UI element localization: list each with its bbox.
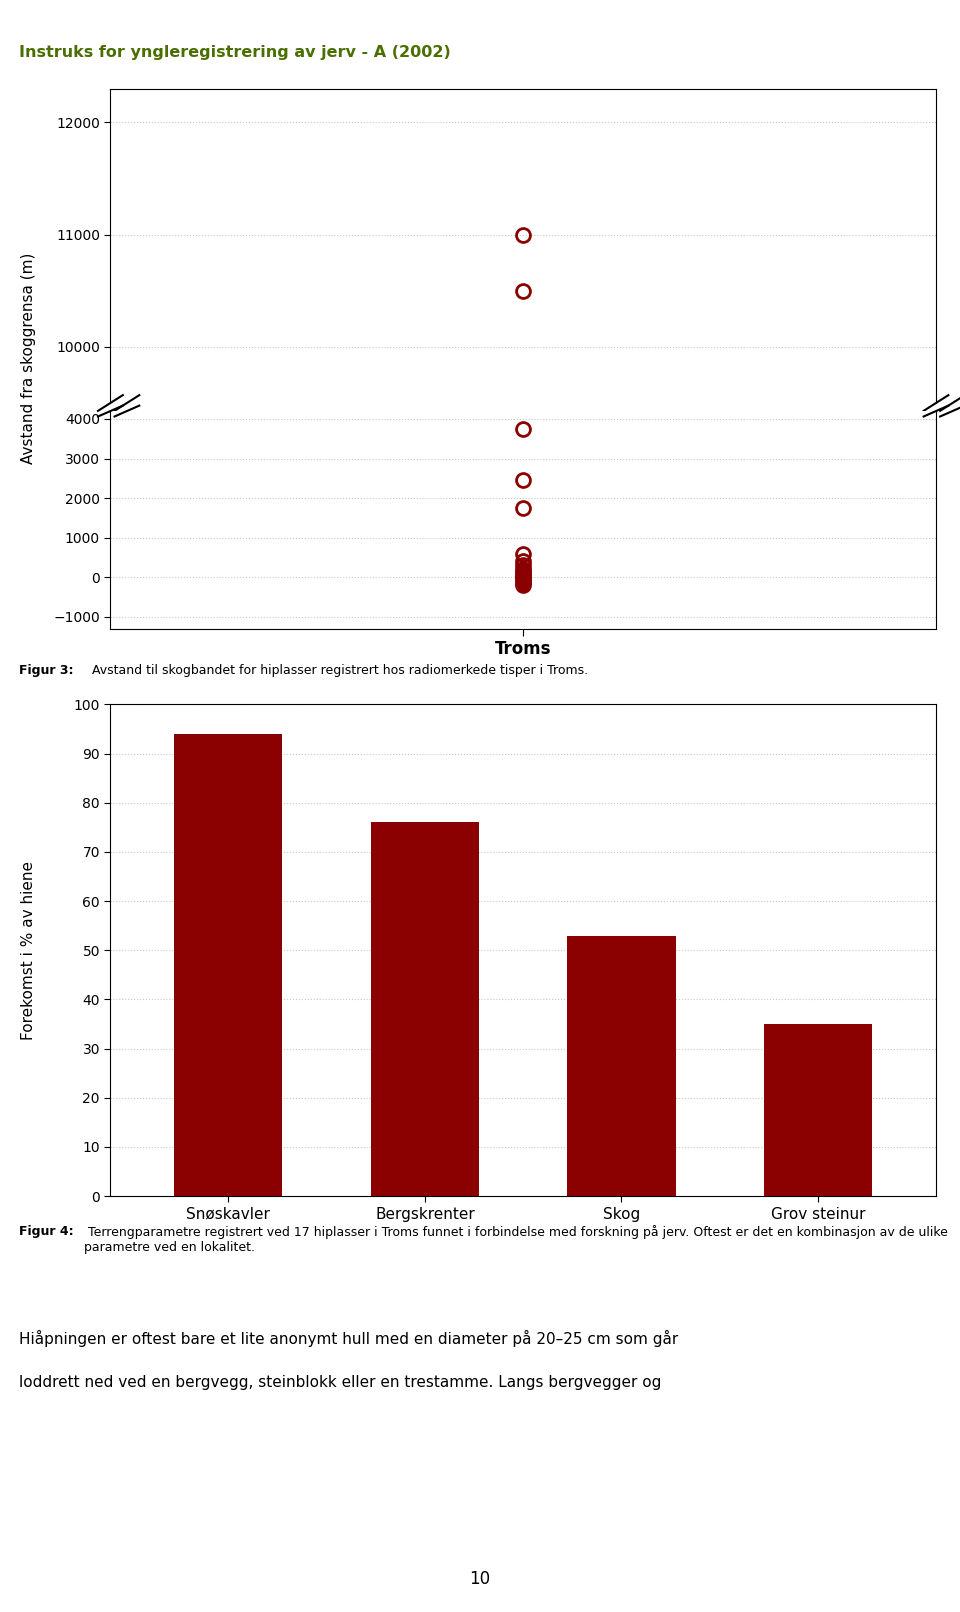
Text: Forekomst i % av hiene: Forekomst i % av hiene: [21, 861, 36, 1040]
Text: 10: 10: [469, 1570, 491, 1588]
Text: Avstand fra skoggrensa (m): Avstand fra skoggrensa (m): [21, 253, 36, 464]
Text: loddrett ned ved en bergvegg, steinblokk eller en trestamme. Langs bergvegger og: loddrett ned ved en bergvegg, steinblokk…: [19, 1375, 661, 1390]
Text: Avstand til skogbandet for hiplasser registrert hos radiomerkede tisper i Troms.: Avstand til skogbandet for hiplasser reg…: [88, 664, 588, 677]
Text: Terrengparametre registrert ved 17 hiplasser i Troms funnet i forbindelse med fo: Terrengparametre registrert ved 17 hipla…: [84, 1225, 948, 1254]
Text: Figur 3:: Figur 3:: [19, 664, 74, 677]
Text: Instruks for yngleregistrering av jerv - A (2002): Instruks for yngleregistrering av jerv -…: [19, 45, 451, 60]
Text: Hiåpningen er oftest bare et lite anonymt hull med en diameter på 20–25 cm som g: Hiåpningen er oftest bare et lite anonym…: [19, 1330, 679, 1348]
Bar: [371, 822, 479, 1196]
Bar: [175, 733, 282, 1196]
Bar: [764, 1024, 872, 1196]
Text: Figur 4:: Figur 4:: [19, 1225, 74, 1238]
Bar: [567, 935, 676, 1196]
